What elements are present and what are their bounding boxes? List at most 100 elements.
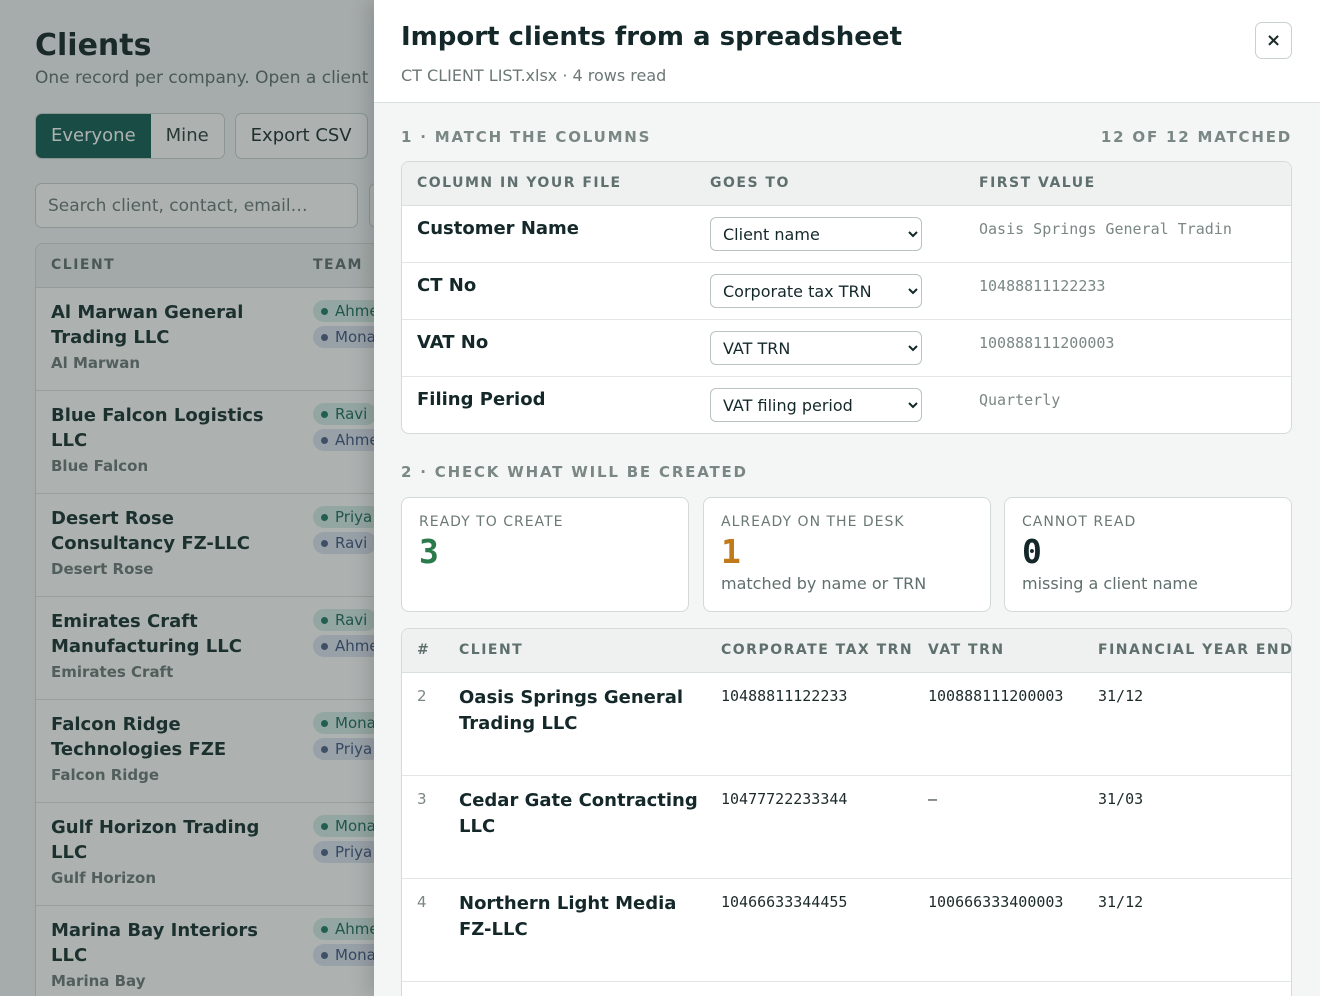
stat-note: matched by name or TRN [721, 574, 927, 593]
mapping-row: VAT No VAT TRN 100888111200003 [402, 320, 1291, 377]
team-member-badge: Mona [313, 944, 386, 966]
team-member-badge: Mona [313, 815, 386, 837]
preview-client-name: Oasis Springs General Trading LLC [459, 687, 684, 734]
goes-to-select[interactable]: VAT TRN [710, 331, 922, 365]
stat-label: CANNOT READ [1022, 514, 1137, 530]
preview-client-name: Northern Light Media FZ-LLC [459, 893, 677, 940]
table-row[interactable]: Falcon Ridge Technologies FZE Falcon Rid… [36, 700, 454, 803]
client-name: Al Marwan General Trading LLC [51, 302, 244, 348]
table-row[interactable]: Desert Rose Consultancy FZ-LLC Desert Ro… [36, 494, 454, 597]
client-short-name: Gulf Horizon [51, 869, 156, 887]
row-number: 4 [417, 893, 427, 911]
column-mapping-table: COLUMN IN YOUR FILE GOES TO FIRST VALUE … [401, 161, 1292, 434]
client-short-name: Marina Bay [51, 972, 146, 990]
client-name: Desert Rose Consultancy FZ-LLC [51, 508, 250, 554]
table-row[interactable]: Gulf Horizon Trading LLC Gulf Horizon Mo… [36, 803, 454, 906]
search-input[interactable] [35, 183, 358, 228]
page-subtitle: One record per company. Open a client to [35, 68, 391, 88]
team-member-badge: Mona [313, 712, 386, 734]
section-match-columns-label: 1 · MATCH THE COLUMNS [401, 128, 652, 146]
row-number: 3 [417, 790, 427, 808]
owner-filter: Everyone Mine [35, 113, 225, 159]
file-column-name: VAT No [417, 332, 489, 353]
column-header-row-number: # [417, 642, 431, 658]
vat-trn: — [928, 790, 938, 808]
column-header-client: CLIENT [51, 257, 116, 273]
drawer-title: Import clients from a spreadsheet [401, 22, 902, 52]
section-check-created-label: 2 · CHECK WHAT WILL BE CREATED [401, 463, 748, 481]
corporate-tax-trn: 10488811122233 [721, 687, 848, 705]
column-header-file-column: COLUMN IN YOUR FILE [417, 175, 622, 191]
filter-everyone-button[interactable]: Everyone [36, 114, 151, 158]
vat-trn: 100666333400003 [928, 893, 1064, 911]
import-drawer: Import clients from a spreadsheet CT CLI… [374, 0, 1320, 996]
client-name: Falcon Ridge Technologies FZE [51, 714, 227, 760]
team-member-badge: Ravi [313, 609, 378, 631]
client-short-name: Al Marwan [51, 354, 141, 372]
client-short-name: Blue Falcon [51, 457, 149, 475]
mapping-row: Filing Period VAT filing period Quarterl… [402, 377, 1291, 433]
first-value: Quarterly [979, 391, 1061, 409]
goes-to-select[interactable]: Corporate tax TRN [710, 274, 922, 308]
file-column-name: CT No [417, 275, 477, 296]
row-number: 2 [417, 687, 427, 705]
goes-to-select[interactable]: Client name [710, 217, 922, 251]
financial-year-end: 31/03 [1098, 790, 1144, 808]
stat-label: ALREADY ON THE DESK [721, 514, 905, 530]
preview-row: 3 Cedar Gate Contracting LLC 10477722233… [402, 776, 1291, 879]
preview-table-header: # CLIENT CORPORATE TAX TRN VAT TRN FINAN… [402, 629, 1291, 673]
stat-label: READY TO CREATE [419, 514, 564, 530]
client-name: Gulf Horizon Trading LLC [51, 817, 260, 863]
team-member-badge: Priya [313, 841, 383, 863]
toolbar: Everyone Mine Export CSV [35, 113, 368, 159]
stat-value: 0 [1022, 532, 1042, 571]
column-header-client: CLIENT [459, 642, 524, 658]
column-header-corporate-tax-trn: CORPORATE TAX TRN [721, 642, 914, 658]
client-short-name: Desert Rose [51, 560, 154, 578]
export-csv-button[interactable]: Export CSV [234, 113, 368, 159]
mapping-table-header: COLUMN IN YOUR FILE GOES TO FIRST VALUE [402, 162, 1291, 206]
client-name: Emirates Craft Manufacturing LLC [51, 611, 242, 657]
stat-already-on-desk: ALREADY ON THE DESK 1 matched by name or… [703, 497, 991, 612]
column-header-first-value: FIRST VALUE [979, 175, 1096, 191]
mapping-row: Customer Name Client name Oasis Springs … [402, 206, 1291, 263]
stat-cannot-read: CANNOT READ 0 missing a client name [1004, 497, 1292, 612]
team-member-badge: Ravi [313, 532, 378, 554]
file-summary: CT CLIENT LIST.xlsx · 4 rows read [401, 66, 667, 85]
client-short-name: Falcon Ridge [51, 766, 160, 784]
client-name: Blue Falcon Logistics LLC [51, 405, 264, 451]
team-member-badge: Mona [313, 326, 386, 348]
column-header-goes-to: GOES TO [710, 175, 790, 191]
file-column-name: Filing Period [417, 389, 546, 410]
first-value: 10488811122233 [979, 277, 1106, 295]
table-row[interactable]: Blue Falcon Logistics LLC Blue Falcon Ra… [36, 391, 454, 494]
close-button[interactable]: × [1255, 22, 1292, 59]
stat-value: 1 [721, 532, 741, 571]
filter-mine-button[interactable]: Mine [150, 114, 224, 158]
financial-year-end: 31/12 [1098, 687, 1144, 705]
team-member-badge: Priya [313, 738, 383, 760]
corporate-tax-trn: 10466633344455 [721, 893, 848, 911]
corporate-tax-trn: 10477722233344 [721, 790, 848, 808]
client-name: Marina Bay Interiors LLC [51, 920, 258, 966]
column-header-vat-trn: VAT TRN [928, 642, 1005, 658]
column-header-team: TEAM [313, 257, 363, 273]
matched-count: 12 OF 12 MATCHED [1100, 128, 1292, 146]
goes-to-select[interactable]: VAT filing period [710, 388, 922, 422]
import-preview-table: # CLIENT CORPORATE TAX TRN VAT TRN FINAN… [401, 628, 1292, 996]
first-value: Oasis Springs General Tradin [979, 220, 1232, 238]
column-header-financial-year-end: FINANCIAL YEAR END [1098, 642, 1292, 658]
financial-year-end: 31/12 [1098, 893, 1144, 911]
drawer-header: Import clients from a spreadsheet CT CLI… [374, 0, 1320, 103]
preview-row: 4 Northern Light Media FZ-LLC 1046663334… [402, 879, 1291, 982]
stat-ready-to-create: READY TO CREATE 3 [401, 497, 689, 612]
client-short-name: Emirates Craft [51, 663, 174, 681]
preview-row: 2 Oasis Springs General Trading LLC 1048… [402, 673, 1291, 776]
stat-note: missing a client name [1022, 574, 1198, 593]
mapping-row: CT No Corporate tax TRN 10488811122233 [402, 263, 1291, 320]
file-column-name: Customer Name [417, 218, 579, 239]
vat-trn: 100888111200003 [928, 687, 1064, 705]
close-icon: × [1265, 30, 1282, 51]
first-value: 100888111200003 [979, 334, 1115, 352]
team-member-badge: Priya [313, 506, 383, 528]
